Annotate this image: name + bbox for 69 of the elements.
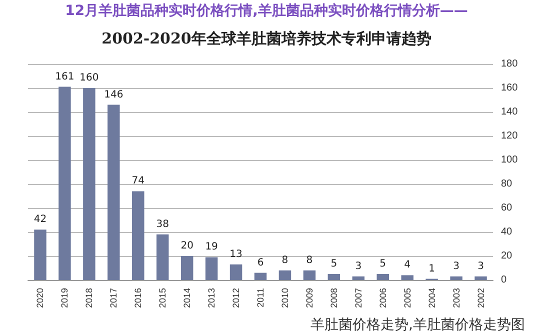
data-label: 4 <box>404 260 411 271</box>
data-label: 13 <box>230 248 242 260</box>
bar <box>58 86 71 280</box>
bar <box>450 276 462 280</box>
x-tick-label: 2002 <box>476 288 486 308</box>
x-tick-label: 2010 <box>280 288 290 308</box>
data-label: 1 <box>428 263 436 274</box>
data-label: 8 <box>282 254 288 266</box>
bar <box>474 276 487 280</box>
x-tick-label: 2007 <box>353 288 364 308</box>
bar <box>108 104 120 280</box>
data-label: 74 <box>132 176 144 187</box>
y-tick-label: 40 <box>501 226 513 238</box>
x-tick-label: 2003 <box>451 288 462 308</box>
x-tick-label: 2005 <box>402 288 412 308</box>
x-tick-label: 2006 <box>378 288 388 308</box>
bar <box>278 270 292 280</box>
x-tick-label: 2019 <box>60 288 70 308</box>
x-tick-label: 2012 <box>231 288 242 308</box>
x-tick-label: 2015 <box>158 288 168 308</box>
y-tick-label: 80 <box>501 178 513 190</box>
y-tick-label: 20 <box>501 250 513 262</box>
x-tick-label: 2004 <box>426 288 437 308</box>
bar <box>303 270 316 280</box>
y-tick-label: 100 <box>501 154 518 166</box>
y-tick-label: 60 <box>501 202 513 214</box>
y-tick-label: 0 <box>501 274 507 286</box>
data-label: 3 <box>478 260 484 272</box>
bar <box>328 274 340 280</box>
data-label: 19 <box>205 242 218 253</box>
x-tick-label: 2011 <box>256 288 266 308</box>
bar <box>254 272 267 280</box>
data-label: 3 <box>355 260 362 272</box>
bar <box>376 274 389 280</box>
x-tick-label: 2016 <box>133 288 144 308</box>
bar <box>83 88 96 280</box>
x-tick-label: 2020 <box>35 288 46 308</box>
bar <box>156 234 169 280</box>
bar <box>352 276 365 280</box>
data-label: 38 <box>156 218 169 230</box>
x-tick-label: 2013 <box>206 288 217 308</box>
data-label: 42 <box>34 214 47 226</box>
data-label: 3 <box>453 260 460 272</box>
data-label: 161 <box>55 71 74 82</box>
y-tick-label: 140 <box>501 106 518 118</box>
data-label: 146 <box>104 89 124 100</box>
x-tick-label: 2009 <box>304 288 314 308</box>
data-label: 20 <box>180 240 194 252</box>
y-tick-label: 160 <box>501 82 518 94</box>
bar <box>132 191 144 280</box>
bar <box>205 257 218 280</box>
text: 羊肚菌价格走势,羊肚菌价格走势图 <box>310 317 526 333</box>
bar <box>230 264 242 280</box>
bar <box>401 275 414 280</box>
data-label: 5 <box>330 258 338 270</box>
x-tick-label: 2017 <box>108 288 119 308</box>
y-tick-label: 180 <box>501 58 518 70</box>
x-tick-label: 2014 <box>182 288 192 308</box>
y-tick-label: 120 <box>501 130 518 142</box>
text: 12月羊肚菌品种实时价格行情,羊肚菌品种实时价格行情分析—— <box>65 2 468 19</box>
data-label: 160 <box>80 72 99 84</box>
bar <box>34 230 46 280</box>
bar <box>180 256 194 280</box>
data-label: 8 <box>306 254 313 266</box>
data-label: 6 <box>257 257 264 268</box>
chart-title: 2002-2020年全球羊肚菌培养技术专利申请趋势 <box>102 30 432 48</box>
data-label: 5 <box>380 258 386 270</box>
x-tick-label: 2018 <box>84 288 94 308</box>
x-tick-label: 2008 <box>328 288 339 308</box>
